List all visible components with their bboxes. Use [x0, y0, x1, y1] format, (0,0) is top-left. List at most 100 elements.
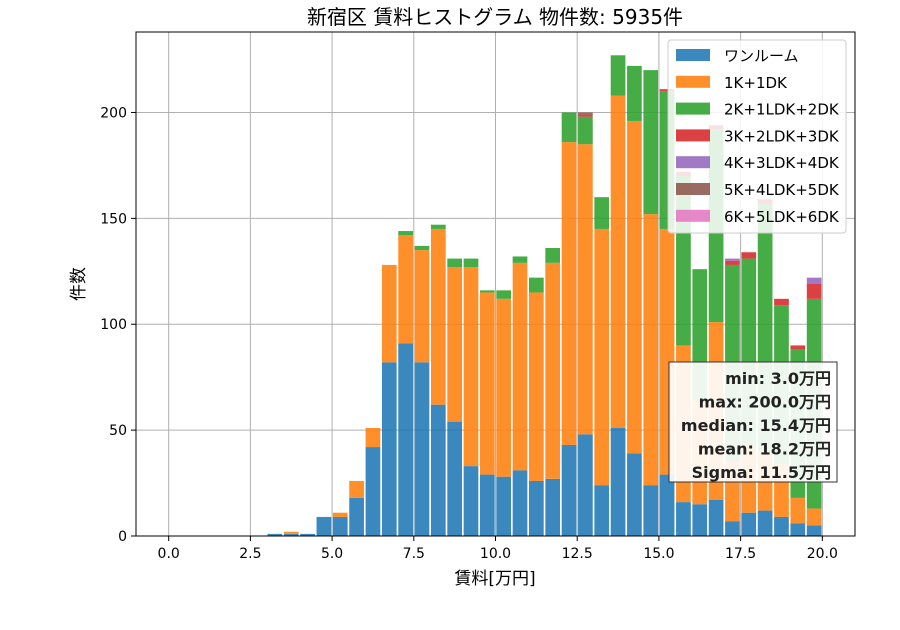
bar: [643, 214, 659, 486]
bar: [659, 474, 675, 536]
bar: [643, 70, 659, 215]
x-tick-label: 17.5: [725, 546, 756, 562]
legend-label: 5K+4LDK+5DK: [724, 181, 840, 199]
bar: [447, 267, 463, 422]
bar: [627, 65, 642, 121]
legend-label: ワンルーム: [724, 47, 799, 65]
y-tick-label: 100: [100, 317, 127, 333]
bar: [578, 112, 593, 115]
stats-line: max: 200.0万円: [699, 393, 831, 412]
x-axis-ticks: 0.0 2.5 5.0 7.5 10.0 12.5 15.0 17.5 20.0: [158, 536, 838, 562]
bar: [610, 428, 626, 536]
bar: [267, 533, 283, 536]
bar: [414, 245, 430, 251]
bar: [479, 474, 495, 536]
bar: [790, 523, 806, 536]
bar: [578, 144, 593, 435]
bar: [594, 228, 610, 486]
bar: [725, 258, 740, 261]
bar: [512, 262, 528, 471]
stats-box-frame: [668, 361, 838, 483]
legend-swatch: [676, 75, 710, 88]
bar: [316, 516, 332, 536]
bar: [479, 290, 495, 293]
chart-title: 新宿区 賃料ヒストグラム 物件数: 5935件: [307, 5, 683, 29]
bar: [430, 404, 446, 536]
x-tick-label: 7.5: [403, 546, 425, 562]
y-axis-ticks: 0 50 100 150 200: [100, 105, 136, 545]
legend-swatch: [676, 183, 710, 195]
bar: [643, 485, 659, 536]
bar: [512, 256, 528, 263]
bar: [790, 497, 806, 524]
bar: [610, 95, 626, 428]
bar: [741, 512, 757, 536]
y-tick-label: 200: [100, 105, 127, 121]
bar: [381, 264, 397, 363]
bar: [496, 298, 512, 477]
y-axis-label: 件数: [69, 267, 89, 301]
x-tick-label: 10.0: [480, 546, 511, 562]
legend-box: [667, 39, 847, 234]
legend-swatch: [676, 129, 710, 142]
legend-label: 1K+1DK: [724, 74, 788, 92]
bar: [561, 142, 577, 445]
bar: [414, 362, 430, 536]
y-tick-label: 150: [100, 211, 127, 227]
stats-line: Sigma: 11.5万円: [692, 463, 831, 482]
bar: [545, 478, 561, 536]
bar: [741, 252, 757, 259]
legend-swatch: [676, 156, 710, 169]
bar: [806, 284, 822, 299]
bar: [528, 480, 544, 536]
legend-label: 6K+5LDK+6DK: [724, 208, 840, 226]
bar: [447, 258, 463, 268]
stats-line: mean: 18.2万円: [698, 440, 831, 459]
bar: [463, 267, 479, 467]
bar: [725, 521, 740, 536]
legend-label: 4K+3LDK+4DK: [724, 154, 840, 172]
bar: [790, 345, 806, 350]
bar: [365, 447, 381, 536]
x-tick-label: 5.0: [321, 546, 343, 562]
legend-swatch: [676, 49, 710, 61]
bar: [561, 444, 577, 536]
y-tick-label: 0: [118, 529, 127, 545]
bar: [381, 362, 397, 536]
bar: [594, 197, 610, 229]
bar: [806, 277, 822, 284]
bar: [398, 235, 413, 344]
bar: [528, 292, 544, 481]
bar: [496, 476, 512, 536]
bar: [349, 480, 364, 498]
x-tick-label: 15.0: [643, 546, 674, 562]
bar: [283, 531, 299, 534]
bar: [414, 250, 430, 363]
bar: [610, 55, 626, 96]
bar: [512, 470, 528, 536]
bar: [545, 262, 561, 479]
bar: [708, 500, 724, 536]
bar: [561, 112, 577, 143]
bar: [283, 533, 299, 536]
bar: [692, 504, 708, 536]
bar: [676, 502, 691, 536]
bar: [463, 258, 479, 268]
x-tick-label: 12.5: [562, 546, 593, 562]
legend: ワンルーム 1K+1DK 2K+1LDK+2DK 3K+2LDK+3DK 4K+3LDK…: [667, 39, 847, 234]
legend-label: 2K+1LDK+2DK: [724, 101, 840, 119]
x-tick-label: 20.0: [807, 546, 838, 562]
x-tick-label: 2.5: [239, 546, 261, 562]
bar: [806, 508, 822, 526]
bar: [496, 290, 512, 299]
bar: [349, 497, 364, 536]
bar: [528, 277, 544, 293]
bar: [627, 453, 642, 536]
bar: [627, 120, 642, 454]
legend-swatch: [676, 209, 710, 222]
x-tick-label: 0.0: [158, 546, 180, 562]
bar: [774, 516, 789, 536]
bar: [479, 292, 495, 475]
bar: [365, 428, 381, 448]
